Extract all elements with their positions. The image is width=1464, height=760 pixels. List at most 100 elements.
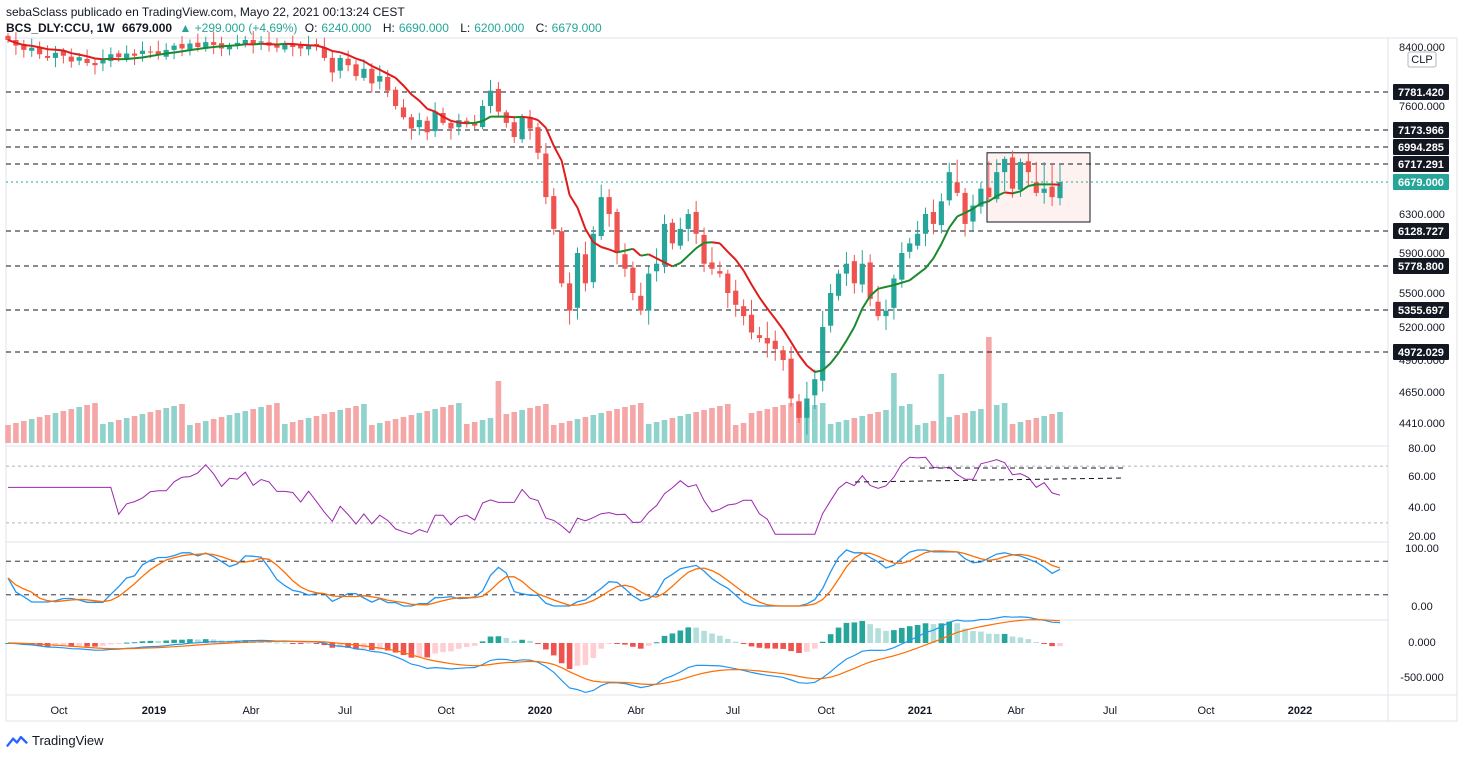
macd-histogram-bar [511,640,518,643]
time-tick: Abr [1007,705,1024,717]
macd-histogram-bar [282,642,288,644]
candle-body [258,41,264,43]
volume-bar [416,413,423,443]
candle-body [211,42,217,45]
volume-bar [622,407,628,443]
macd-histogram-bar [709,633,715,643]
candle-body [748,314,755,333]
candle-body [124,53,130,59]
volume-bar [440,407,446,443]
volume-bar [883,410,889,443]
volume-bar [906,404,913,443]
volume-bar [519,410,525,443]
volume-bar [930,421,937,443]
volume-bar [1009,424,1016,443]
macd-histogram-bar [163,640,169,643]
volume-bar [131,416,138,443]
volume-bar [21,421,27,443]
close-label: C: 6679.000 [535,21,602,35]
macd-histogram-bar [891,630,897,643]
time-axis[interactable]: Oct 2019 Abr Jul Oct 2020 Abr Jul Oct 2021 Abr Jul O… [50,705,1312,717]
volume-bar [139,414,146,443]
stoch-tick: 0.00 [1411,601,1432,613]
candle-body [400,107,407,118]
macd-histogram-bar [819,641,826,643]
candle-body [574,253,581,308]
level-label-bg [1393,174,1449,190]
candle-body [843,263,850,274]
time-tick: 2021 [908,705,932,717]
macd-histogram-bar [906,626,913,643]
moving-average-down [7,39,1061,373]
candle-body [812,379,818,396]
tradingview-logo-icon [6,735,28,747]
volume-bar [535,406,541,443]
volume-bar [701,410,707,443]
candle-body [147,51,153,53]
macd-histogram-bar [392,643,399,653]
volume-bar [566,421,573,443]
brand-label: TradingView [32,733,104,748]
level-label-bg [1393,156,1449,172]
candle-body [385,76,391,91]
macd-histogram-bar [827,634,834,643]
macd-histogram-bar [962,628,968,643]
macd-histogram-bar [234,640,241,643]
price-tick: 8400.000 [1399,42,1445,54]
candle-body [92,63,98,66]
macd-histogram-bar [693,627,699,643]
rsi-tick: 40.00 [1408,502,1436,514]
candle-body [756,335,763,338]
publish-line: sebaSclass publicado en TradingView.com,… [6,5,405,19]
time-tick: 2022 [1288,705,1312,717]
volume-bar [1017,422,1024,443]
rsi-pane: 80.00 60.00 40.00 20.00 [6,443,1436,543]
macd-histogram-bar [993,633,1000,643]
volume-bar [495,381,502,443]
footer-brand[interactable]: TradingView [6,733,104,748]
volume-bar [1001,403,1008,443]
candle-body [377,76,383,82]
macd-histogram-bar [337,643,344,648]
macd-histogram-bar [1009,636,1016,643]
volume-bar [637,403,644,443]
macd-histogram-bar [986,633,992,643]
level-label-bg [1393,302,1449,318]
volume-bar [376,423,383,443]
macd-histogram-bar [289,643,296,644]
time-tick: 2019 [142,705,166,717]
volume-bar [598,413,605,443]
macd-histogram-bar [92,643,98,647]
volume-bar [44,415,51,443]
time-tick: Oct [1197,705,1214,717]
macd-histogram-bar [179,639,185,643]
candle-body [76,57,82,61]
price-tick: 5900.000 [1399,248,1445,260]
macd-histogram-bar [796,643,802,653]
candle-body [440,112,446,123]
time-tick: Jul [338,705,352,717]
level-label: 6128.727 [1398,226,1444,238]
chart-frame [5,37,1458,722]
candle-body [922,214,929,234]
candle-body [37,46,43,55]
macd-histogram-bar [645,643,652,646]
volume-bar [471,422,478,443]
moving-average-up [102,42,1053,373]
candle-body [559,231,565,284]
candle-body [590,233,596,283]
volume-bar [867,414,873,443]
candle-body [1033,182,1039,193]
candle-body [907,243,913,252]
volume-bar [266,405,272,443]
volume-bar [843,420,850,443]
candle-body [424,120,430,133]
candle-body [511,122,517,137]
candle-body [472,122,478,126]
volume-bar [891,373,897,443]
macd-histogram-bar [1041,643,1047,644]
macd-histogram-bar [527,640,533,643]
level-label: 6994.285 [1398,142,1444,154]
candle-body [495,88,502,112]
